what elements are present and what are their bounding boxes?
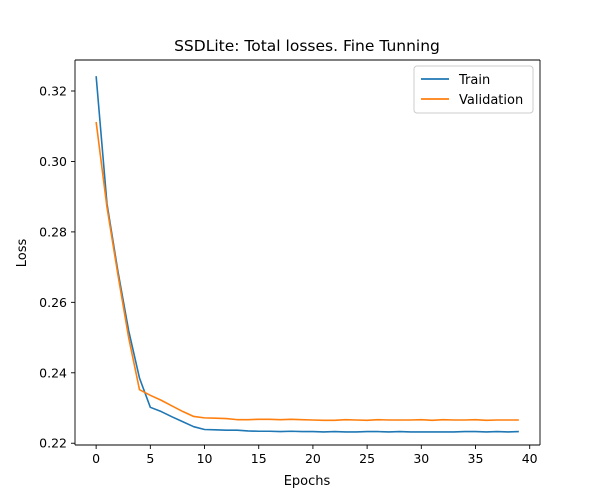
x-axis-label: Epochs xyxy=(284,474,331,489)
y-tick-label: 0.32 xyxy=(39,83,67,98)
y-tick-label: 0.24 xyxy=(39,365,67,380)
x-tick-label: 30 xyxy=(413,451,429,466)
y-axis-label: Loss xyxy=(15,239,30,268)
y-tick-label: 0.28 xyxy=(39,224,67,239)
y-axis-ticks: 0.22 0.24 0.26 0.28 0.30 0.32 xyxy=(39,83,75,451)
series-line-validation xyxy=(95,121,519,422)
x-axis-ticks: 0 5 10 15 20 25 30 35 40 xyxy=(92,445,538,466)
chart-title: SSDLite: Total losses. Fine Tunning xyxy=(174,37,440,55)
x-tick-label: 15 xyxy=(251,451,267,466)
legend-label-train: Train xyxy=(458,73,490,88)
legend: Train Validation xyxy=(413,65,534,114)
axes-frame xyxy=(74,59,541,446)
x-tick-label: 5 xyxy=(146,451,154,466)
x-tick-label: 25 xyxy=(359,451,375,466)
plot-area xyxy=(75,60,540,445)
series-line-train xyxy=(95,76,519,433)
legend-label-validation: Validation xyxy=(459,93,523,108)
x-tick-label: 40 xyxy=(522,451,538,466)
y-tick-label: 0.22 xyxy=(39,436,67,451)
x-tick-label: 0 xyxy=(92,451,100,466)
series-layer xyxy=(95,76,519,433)
y-tick-label: 0.26 xyxy=(39,295,67,310)
y-tick-label: 0.30 xyxy=(39,154,67,169)
legend-frame xyxy=(413,65,534,114)
x-tick-label: 10 xyxy=(197,451,213,466)
x-tick-label: 20 xyxy=(305,451,321,466)
x-tick-label: 35 xyxy=(468,451,484,466)
